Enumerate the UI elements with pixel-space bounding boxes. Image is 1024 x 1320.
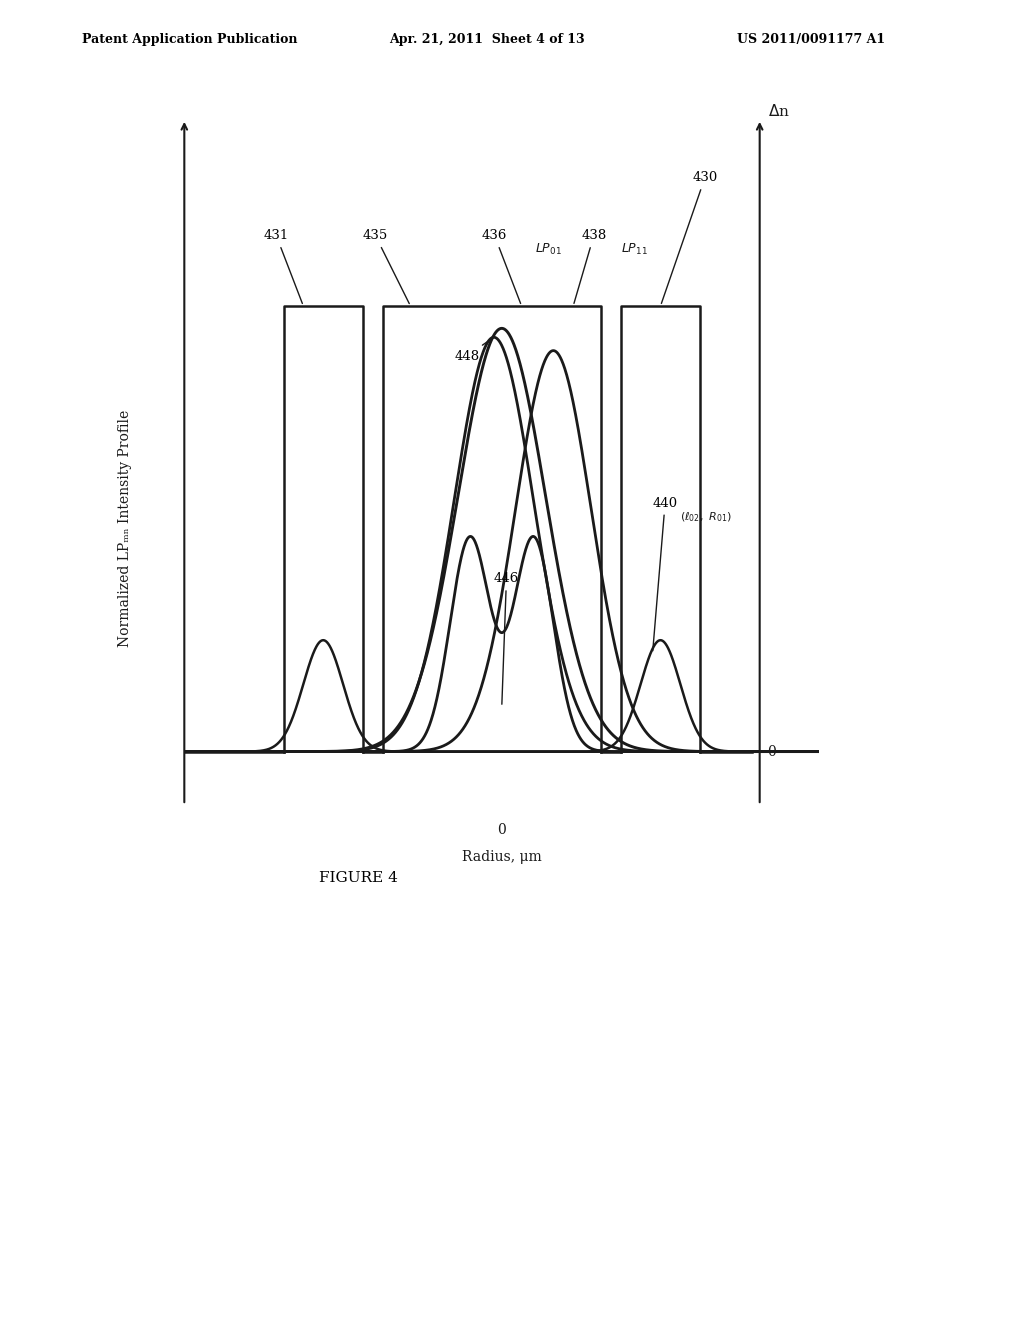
Text: FIGURE 4: FIGURE 4 [318,871,398,886]
Text: 438: 438 [574,230,606,304]
Text: 448: 448 [455,339,492,363]
Text: $LP_{11}$: $LP_{11}$ [621,242,647,256]
Text: $\Delta$n: $\Delta$n [768,103,790,119]
Text: 0: 0 [498,822,506,837]
Text: $(\ell_{02},\ R_{01})$: $(\ell_{02},\ R_{01})$ [680,510,732,524]
Text: Apr. 21, 2011  Sheet 4 of 13: Apr. 21, 2011 Sheet 4 of 13 [389,33,585,46]
Text: Normalized LPₘₙ Intensity Profile: Normalized LPₘₙ Intensity Profile [118,411,132,647]
Text: 430: 430 [662,172,718,304]
Text: US 2011/0091177 A1: US 2011/0091177 A1 [737,33,886,46]
Text: Patent Application Publication: Patent Application Publication [82,33,297,46]
Text: 440: 440 [652,496,678,651]
Text: 431: 431 [264,230,302,304]
Text: 0: 0 [768,744,776,759]
Text: 435: 435 [362,230,410,304]
Text: Radius, μm: Radius, μm [462,850,542,863]
Text: $LP_{01}$: $LP_{01}$ [536,242,562,256]
Text: 436: 436 [482,230,520,304]
Text: 446: 446 [494,573,519,705]
